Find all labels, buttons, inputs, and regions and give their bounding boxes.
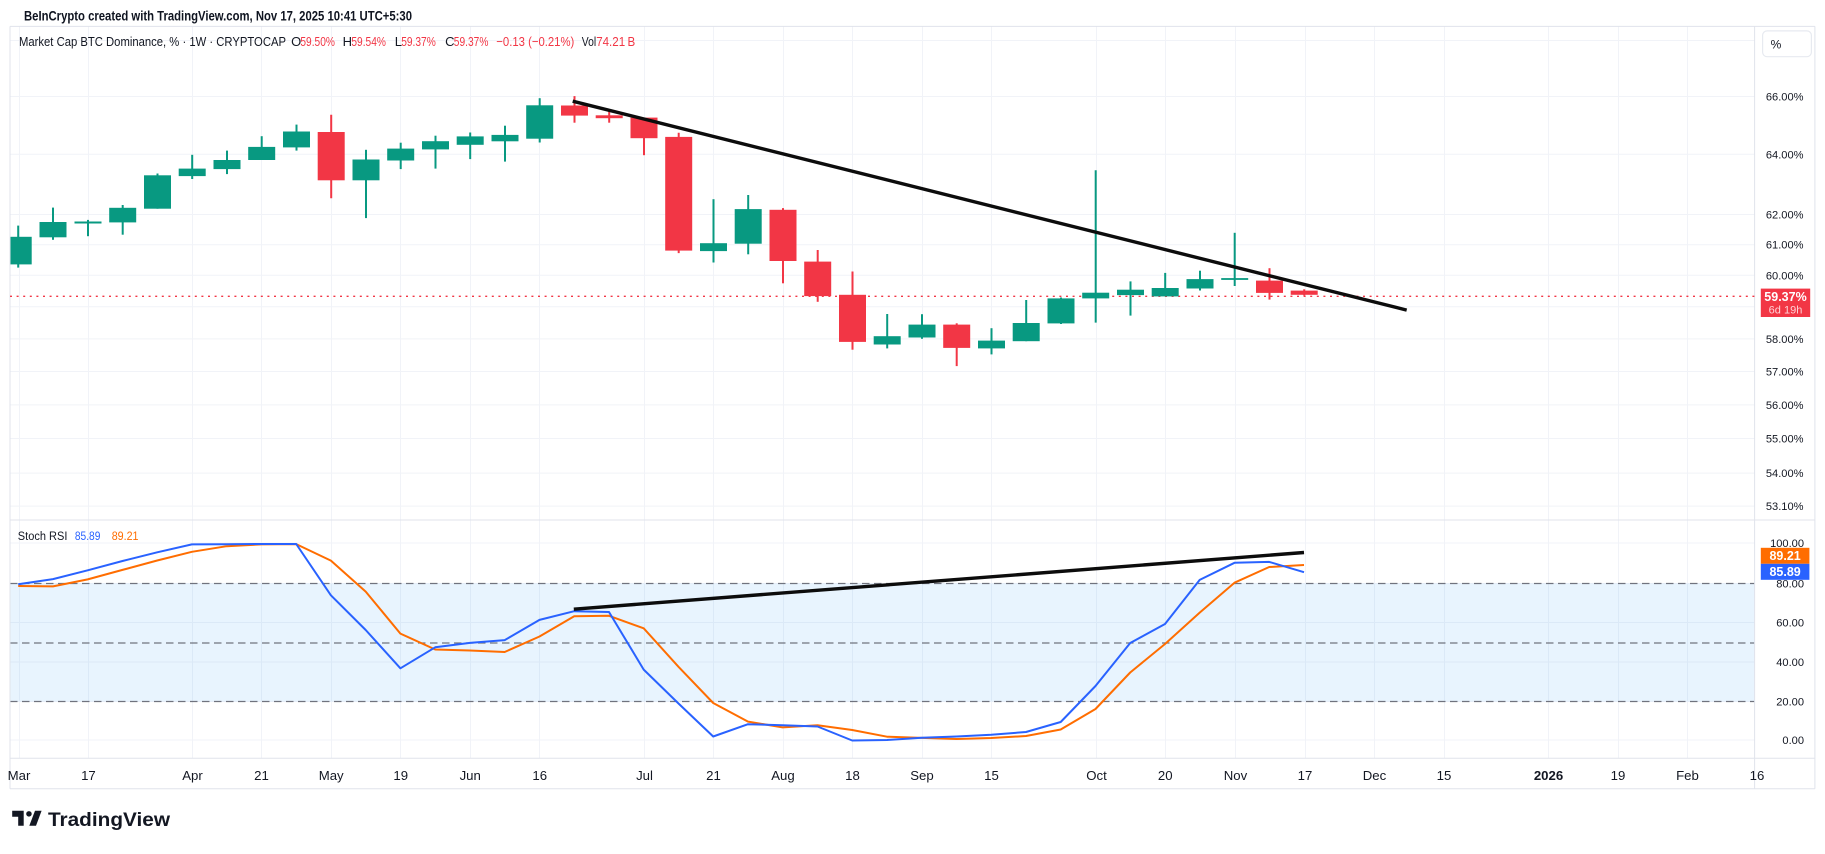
svg-text:15: 15 [1437, 768, 1452, 783]
svg-text:59.37%: 59.37% [401, 34, 436, 49]
svg-text:18: 18 [845, 768, 860, 783]
svg-text:40.00: 40.00 [1776, 657, 1804, 669]
svg-text:58.00%: 58.00% [1766, 334, 1804, 346]
svg-text:Stoch RSI: Stoch RSI [18, 529, 68, 543]
svg-text:53.10%: 53.10% [1766, 501, 1804, 513]
svg-text:Market Cap BTC Dominance, % ·: Market Cap BTC Dominance, % · 1W · CRYPT… [19, 34, 286, 49]
svg-text:56.00%: 56.00% [1766, 400, 1804, 412]
svg-text:60.00%: 60.00% [1766, 270, 1804, 282]
svg-text:20: 20 [1158, 768, 1173, 783]
svg-text:100.00: 100.00 [1770, 538, 1804, 550]
svg-text:6d 19h: 6d 19h [1769, 305, 1803, 317]
svg-text:L: L [395, 34, 402, 49]
svg-text:17: 17 [81, 768, 96, 783]
svg-text:Dec: Dec [1363, 768, 1387, 783]
svg-text:59.37%: 59.37% [454, 34, 489, 49]
svg-text:80.00: 80.00 [1776, 579, 1804, 591]
svg-text:54.00%: 54.00% [1766, 468, 1804, 480]
svg-text:Feb: Feb [1676, 768, 1699, 783]
svg-text:64.00%: 64.00% [1766, 149, 1804, 161]
svg-text:15: 15 [984, 768, 999, 783]
svg-text:19: 19 [1611, 768, 1626, 783]
svg-text:21: 21 [254, 768, 269, 783]
svg-text:Vol: Vol [582, 34, 596, 49]
svg-text:Oct: Oct [1086, 768, 1107, 783]
svg-text:2026: 2026 [1534, 768, 1563, 783]
svg-text:60.00: 60.00 [1776, 618, 1804, 630]
svg-text:Aug: Aug [771, 768, 794, 783]
svg-text:Jul: Jul [636, 768, 653, 783]
svg-text:85.89: 85.89 [75, 529, 101, 543]
svg-text:Sep: Sep [910, 768, 933, 783]
svg-text:85.89: 85.89 [1769, 565, 1800, 579]
svg-text:Mar: Mar [8, 768, 31, 783]
svg-text:BeInCrypto created with Tradin: BeInCrypto created with TradingView.com,… [24, 8, 412, 24]
svg-text:0.00: 0.00 [1782, 735, 1804, 747]
svg-text:C: C [445, 34, 454, 49]
svg-text:Apr: Apr [182, 768, 203, 783]
svg-text:59.50%: 59.50% [300, 34, 335, 49]
svg-text:55.00%: 55.00% [1766, 434, 1804, 446]
svg-text:19: 19 [393, 768, 408, 783]
svg-text:16: 16 [1750, 768, 1765, 783]
svg-text:59.37%: 59.37% [1764, 290, 1806, 304]
svg-text:66.00%: 66.00% [1766, 92, 1804, 104]
svg-text:21: 21 [706, 768, 721, 783]
svg-text:17: 17 [1298, 768, 1313, 783]
svg-text:89.21: 89.21 [112, 529, 139, 543]
svg-text:TradingView: TradingView [48, 809, 171, 831]
svg-text:16: 16 [532, 768, 547, 783]
svg-text:−0.13 (−0.21%): −0.13 (−0.21%) [496, 34, 574, 49]
svg-text:Jun: Jun [460, 768, 481, 783]
svg-text:62.00%: 62.00% [1766, 210, 1804, 222]
svg-text:89.21: 89.21 [1769, 549, 1800, 563]
svg-text:May: May [319, 768, 344, 783]
svg-text:O: O [291, 34, 301, 49]
svg-text:%: % [1771, 37, 1782, 51]
svg-text:20.00: 20.00 [1776, 697, 1804, 709]
svg-text:59.54%: 59.54% [351, 34, 386, 49]
svg-text:57.00%: 57.00% [1766, 367, 1804, 379]
svg-text:74.21 B: 74.21 B [596, 34, 635, 49]
svg-text:61.00%: 61.00% [1766, 240, 1804, 252]
svg-text:H: H [343, 34, 352, 49]
svg-text:Nov: Nov [1224, 768, 1248, 783]
